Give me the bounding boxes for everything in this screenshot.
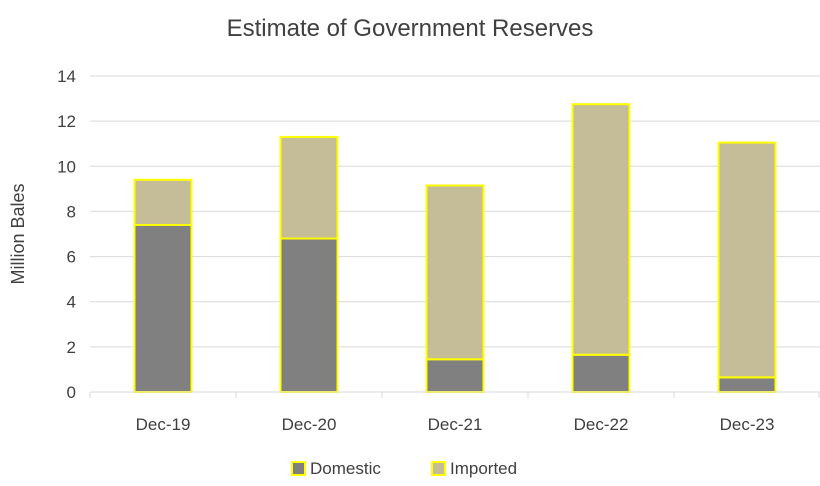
bar-imported: [571, 103, 631, 356]
y-axis-ticks: 0 2 4 6 8 10 12 14: [57, 67, 76, 402]
bar-domestic: [717, 376, 777, 394]
legend: Domestic Imported: [291, 459, 517, 478]
legend-label-imported: Imported: [450, 459, 517, 478]
legend-swatch-imported: [431, 461, 446, 476]
bar-domestic: [425, 358, 485, 393]
chart-title: Estimate of Government Reserves: [227, 15, 594, 42]
x-tick-label: Dec-22: [574, 415, 629, 434]
y-tick-label: 14: [57, 67, 76, 86]
bar-imported: [425, 184, 485, 361]
y-tick-label: 6: [67, 248, 76, 267]
x-axis-ticks: Dec-19 Dec-20 Dec-21 Dec-22 Dec-23: [89, 392, 820, 434]
bar-imported: [133, 178, 193, 226]
bar-domestic: [571, 353, 631, 393]
y-tick-label: 10: [57, 157, 76, 176]
bar-domestic: [279, 237, 339, 393]
x-tick-label: Dec-23: [720, 415, 775, 434]
x-tick-label: Dec-21: [428, 415, 483, 434]
y-tick-label: 12: [57, 112, 76, 131]
y-axis-label: Million Bales: [8, 183, 28, 284]
y-tick-label: 8: [67, 202, 76, 221]
y-tick-label: 0: [67, 383, 76, 402]
y-tick-label: 2: [67, 338, 76, 357]
x-tick-label: Dec-20: [282, 415, 337, 434]
bar-imported: [279, 135, 339, 240]
y-tick-label: 4: [67, 293, 76, 312]
legend-label-domestic: Domestic: [310, 459, 381, 478]
bar-imported: [717, 141, 777, 379]
bar-domestic: [133, 223, 193, 393]
legend-swatch-domestic: [291, 461, 306, 476]
x-tick-label: Dec-19: [136, 415, 191, 434]
bars: [133, 103, 777, 394]
